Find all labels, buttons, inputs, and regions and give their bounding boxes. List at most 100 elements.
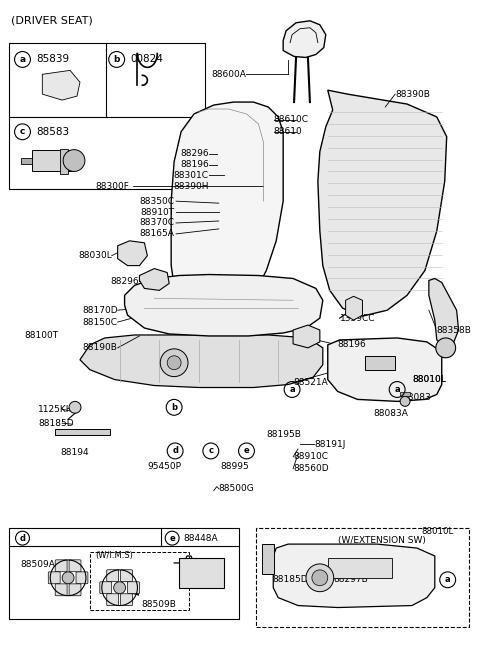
Text: (DRIVER SEAT): (DRIVER SEAT) [11, 16, 92, 26]
Text: 88910C: 88910C [293, 452, 328, 462]
Text: b: b [171, 403, 177, 412]
FancyBboxPatch shape [69, 584, 81, 596]
Text: 00824: 00824 [131, 55, 163, 65]
Text: 88196: 88196 [180, 160, 209, 169]
Polygon shape [171, 102, 283, 318]
Bar [33, 150, 74, 172]
Bar [179, 558, 224, 588]
Text: 88910T: 88910T [140, 207, 174, 217]
Text: 88194: 88194 [60, 448, 89, 458]
Bar [60, 149, 68, 174]
Text: 88185D: 88185D [272, 575, 308, 585]
FancyBboxPatch shape [100, 582, 112, 594]
Text: b: b [113, 55, 120, 64]
Text: 88296: 88296 [180, 149, 209, 158]
FancyBboxPatch shape [107, 570, 119, 582]
FancyBboxPatch shape [55, 560, 67, 572]
Text: e: e [169, 533, 175, 543]
Polygon shape [318, 90, 447, 316]
Text: 1339CC: 1339CC [340, 314, 375, 323]
Circle shape [62, 572, 74, 584]
Text: 88448A: 88448A [183, 533, 218, 543]
Circle shape [63, 150, 85, 172]
Bar [9, 43, 205, 190]
Circle shape [312, 570, 328, 586]
Bar [9, 528, 239, 619]
Text: 88297B: 88297B [334, 575, 369, 585]
Text: 88560D: 88560D [293, 464, 329, 473]
Text: 88390H: 88390H [173, 182, 209, 191]
Text: 88521A: 88521A [293, 378, 328, 387]
Text: d: d [20, 533, 25, 543]
Text: (W/I.M.S): (W/I.M.S) [95, 551, 133, 561]
Text: 88509A: 88509A [21, 561, 55, 569]
Text: c: c [208, 446, 213, 456]
Polygon shape [346, 297, 362, 320]
FancyBboxPatch shape [48, 572, 60, 584]
Bar [400, 392, 410, 396]
Text: 88191J: 88191J [314, 440, 345, 448]
Text: 88150C: 88150C [83, 318, 118, 327]
Bar [90, 552, 189, 610]
Text: a: a [445, 575, 451, 585]
Bar [256, 528, 469, 627]
Polygon shape [118, 241, 147, 265]
FancyBboxPatch shape [128, 582, 140, 594]
Text: 88370C: 88370C [139, 219, 174, 227]
Text: 88600A: 88600A [212, 70, 247, 79]
FancyBboxPatch shape [55, 584, 67, 596]
Polygon shape [140, 269, 169, 291]
Text: 88100T: 88100T [24, 331, 58, 340]
Polygon shape [293, 325, 320, 348]
FancyBboxPatch shape [107, 594, 119, 606]
Text: 88010L: 88010L [412, 375, 446, 384]
Circle shape [160, 349, 188, 376]
Circle shape [114, 582, 126, 594]
Text: 88350C: 88350C [139, 197, 174, 205]
Text: a: a [19, 55, 25, 64]
Text: 95450P: 95450P [147, 462, 181, 471]
FancyBboxPatch shape [120, 570, 132, 582]
Text: 88190B: 88190B [83, 343, 118, 352]
Polygon shape [283, 21, 326, 57]
Polygon shape [125, 275, 323, 336]
Bar [263, 544, 274, 574]
Bar [21, 158, 33, 164]
Circle shape [167, 356, 181, 370]
Text: 88390B: 88390B [395, 90, 430, 98]
Bar [55, 429, 110, 435]
Text: 85839: 85839 [36, 55, 70, 65]
Text: c: c [20, 127, 25, 136]
Circle shape [69, 402, 81, 413]
Text: e: e [244, 446, 250, 456]
FancyBboxPatch shape [76, 572, 88, 584]
Polygon shape [80, 335, 323, 388]
Text: 88300F: 88300F [96, 182, 130, 191]
Polygon shape [328, 338, 442, 402]
Bar [365, 356, 395, 370]
Text: 88083: 88083 [402, 393, 431, 402]
Text: 88196: 88196 [337, 340, 366, 349]
Text: 88185D: 88185D [38, 419, 74, 428]
Text: d: d [172, 446, 178, 456]
Text: 88509B: 88509B [142, 600, 176, 609]
Text: 88500G: 88500G [219, 484, 254, 493]
Polygon shape [429, 279, 458, 348]
Bar [328, 558, 392, 578]
Text: 88170D: 88170D [82, 306, 118, 315]
Text: 88010L: 88010L [412, 375, 446, 384]
Circle shape [436, 338, 456, 358]
Polygon shape [42, 70, 80, 100]
Text: 88195B: 88195B [266, 430, 301, 439]
Text: 88610: 88610 [273, 127, 302, 136]
Text: 88010L: 88010L [421, 527, 453, 536]
Text: 1125KH: 1125KH [38, 405, 74, 414]
Text: a: a [289, 385, 295, 394]
Text: 88995: 88995 [221, 462, 250, 471]
FancyBboxPatch shape [69, 560, 81, 572]
Text: 88301C: 88301C [174, 171, 209, 180]
Text: 88610C: 88610C [273, 116, 308, 124]
Circle shape [400, 396, 410, 406]
Text: (W/EXTENSION SW): (W/EXTENSION SW) [337, 535, 426, 545]
Text: 88030L: 88030L [78, 251, 112, 260]
